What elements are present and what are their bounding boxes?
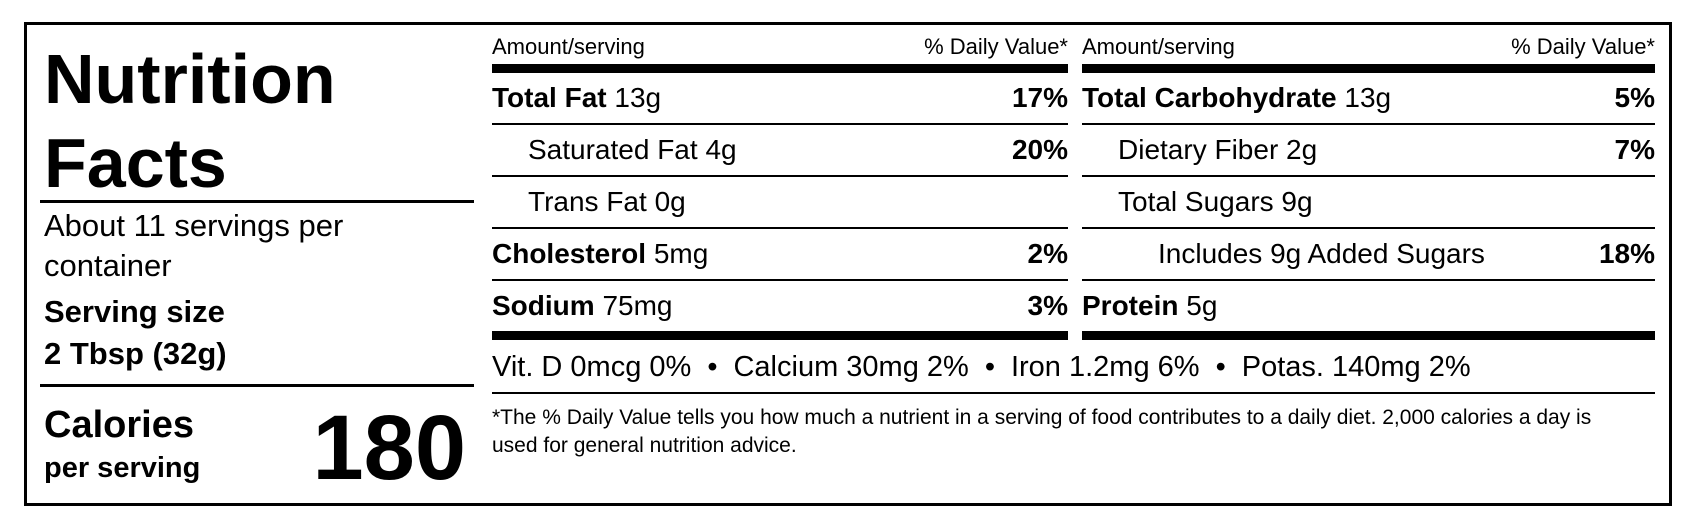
calories-label: Calories — [44, 404, 194, 446]
servings: About 11 servings per container — [44, 208, 344, 283]
nutrient-row: Trans Fat 0g — [492, 177, 1068, 229]
nutrient-name: Includes 9g Added Sugars — [1158, 238, 1485, 269]
divider — [40, 200, 474, 203]
nutrient-amount: 5mg — [653, 238, 709, 269]
serving-size-label: Serving size — [44, 294, 225, 329]
nutrient-amount: 9g — [1281, 186, 1313, 217]
title: Nutrition — [44, 40, 336, 118]
footnote: *The % Daily Value tells you how much a … — [492, 406, 1592, 457]
nutrient-name: Protein — [1082, 290, 1179, 321]
thick-bar — [492, 331, 1068, 340]
nutrient-row: Sodium 75mg 3% — [492, 281, 1068, 331]
column: Amount/serving % Daily Value* Total Fat 1… — [492, 34, 1068, 340]
nutrient-row: Cholesterol 5mg 2% — [492, 229, 1068, 281]
nutrient-dv: 5% — [1614, 82, 1655, 113]
amount-header: Amount/serving — [1082, 34, 1235, 59]
nutrient-row: Dietary Fiber 2g 7% — [1082, 125, 1655, 177]
thick-bar — [492, 64, 1068, 73]
nutrient-name: Cholesterol — [492, 238, 647, 269]
nutrient-row: Includes 9g Added Sugars 18% — [1082, 229, 1655, 281]
nutrient-name: Total Sugars — [1118, 186, 1274, 217]
amount-header: Amount/serving — [492, 34, 645, 59]
thick-bar — [1082, 331, 1655, 340]
title: Facts — [44, 124, 227, 202]
calories-sub: per serving — [44, 452, 201, 484]
nutrient-amount: 2g — [1286, 134, 1318, 165]
thick-bar — [1082, 64, 1655, 73]
nutrient-dv: 3% — [1027, 290, 1068, 321]
nutrient-amount: 0g — [654, 186, 686, 217]
dv-header: % Daily Value* — [924, 34, 1068, 59]
nutrient-row: Saturated Fat 4g 20% — [492, 125, 1068, 177]
divider — [40, 384, 474, 387]
nutrient-name: Dietary Fiber — [1118, 134, 1279, 165]
vitamin: Potas. 140mg 2% — [1241, 350, 1471, 383]
nutrient-amount: 4g — [705, 134, 737, 165]
nutrient-row: Total Fat 13g 17% — [492, 73, 1068, 125]
nutrient-dv: 2% — [1027, 238, 1068, 269]
nutrient-dv: 7% — [1614, 134, 1655, 165]
nutrient-amount: 13g — [1344, 82, 1392, 113]
nutrient-dv: 17% — [1011, 82, 1068, 113]
vitamins: Vit. D 0mcg 0% • Calcium 30mg 2% • Iron 1.… — [492, 342, 1655, 394]
nutrient-row: Total Carbohydrate 13g 5% — [1082, 73, 1655, 125]
nutrient-amount: 5g — [1186, 290, 1218, 321]
nutrient-name: Trans Fat — [528, 186, 647, 217]
nutrient-dv: 20% — [1011, 134, 1068, 165]
nutrient-amount: 75mg — [602, 290, 673, 321]
nutrient-name: Total Fat — [492, 82, 607, 113]
serving-size: 2 Tbsp (32g) — [44, 336, 227, 371]
calories: 180 — [312, 397, 467, 499]
nutrient-amount: 13g — [614, 82, 662, 113]
label-border — [24, 22, 1672, 506]
column: Amount/serving % Daily Value* Total Carbo… — [1082, 34, 1655, 340]
nutrient-row: Protein 5g — [1082, 281, 1655, 331]
vitamin: Calcium 30mg 2% — [733, 350, 969, 383]
dv-header: % Daily Value* — [1511, 34, 1655, 59]
nutrient-name: Sodium — [492, 290, 595, 321]
nutrient-name: Total Carbohydrate — [1082, 82, 1337, 113]
vitamin: Iron 1.2mg 6% — [1010, 350, 1200, 383]
nutrient-name: Saturated Fat — [528, 134, 698, 165]
nutrient-dv: 18% — [1598, 238, 1655, 269]
vitamin: Vit. D 0mcg 0% — [492, 350, 692, 383]
nutrient-row: Total Sugars 9g — [1082, 177, 1655, 229]
